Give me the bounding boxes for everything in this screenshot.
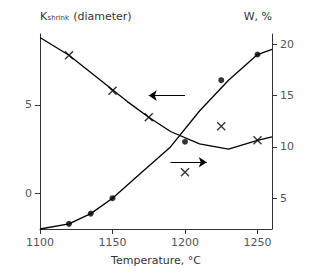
svg-text:W, %: W, % [244,10,272,23]
svg-text:1100: 1100 [26,236,54,249]
svg-text:5: 5 [25,98,32,111]
svg-text:Temperature, °C: Temperature, °C [110,254,201,267]
svg-text:Kₛₕᵣᵢₙₖ (diameter): Kₛₕᵣᵢₙₖ (diameter) [40,10,132,23]
svg-text:15: 15 [280,89,294,102]
svg-text:1150: 1150 [99,236,127,249]
svg-text:20: 20 [280,38,294,51]
svg-text:5: 5 [280,192,287,205]
svg-text:1200: 1200 [171,236,199,249]
svg-text:1250: 1250 [244,236,272,249]
svg-text:0: 0 [25,187,32,200]
svg-text:10: 10 [280,140,294,153]
